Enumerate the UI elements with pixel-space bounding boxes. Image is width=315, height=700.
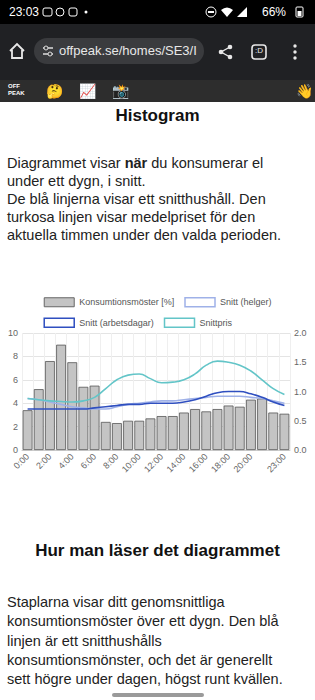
svg-text:0.0: 0.0: [294, 445, 307, 455]
svg-text:16:00: 16:00: [187, 451, 210, 474]
html-text:PEAK: PEAK: [8, 90, 25, 96]
html-text:konsumtionsmöster över ett dyg: konsumtionsmöster över ett dygn. Den blå: [7, 613, 279, 630]
svg-text:12:00: 12:00: [142, 451, 165, 474]
html-text::D: :D: [255, 46, 263, 55]
html-text:sett högre under dagen, högst: sett högre under dagen, högst runt kväll…: [7, 671, 283, 688]
html-text:OFF: OFF: [8, 83, 20, 89]
html-text:konsumtionsmönster, och det är: konsumtionsmönster, och det är generellt: [7, 651, 273, 668]
html-text:offpeak.se/homes/SE3/I: offpeak.se/homes/SE3/I: [59, 43, 197, 58]
html-text:Diagrammet visar när du konsum: Diagrammet visar när du konsumerar el: [7, 155, 264, 171]
svg-text:20:00: 20:00: [231, 451, 254, 474]
svg-text:4:00: 4:00: [56, 451, 75, 470]
svg-text:0.5: 0.5: [294, 416, 307, 426]
svg-text:2: 2: [13, 422, 18, 432]
html-text:linjen är ett snitthushålls: linjen är ett snitthushålls: [7, 632, 162, 649]
html-text:66%: 66%: [262, 5, 286, 19]
svg-text:0: 0: [13, 445, 18, 455]
svg-text:0:00: 0:00: [12, 451, 31, 470]
html-text:under ett dygn, i snitt.: under ett dygn, i snitt.: [7, 173, 146, 189]
svg-text:1.5: 1.5: [294, 357, 307, 367]
svg-text:10:00: 10:00: [120, 451, 143, 474]
svg-text:10: 10: [8, 328, 18, 338]
svg-text:Snittpris: Snittpris: [200, 318, 233, 328]
html-text:23:03: 23:03: [9, 5, 39, 19]
svg-text:18:00: 18:00: [209, 451, 232, 474]
html-text:turkosa linjen visar medelpris: turkosa linjen visar medelpriset för den: [7, 209, 256, 225]
svg-text:Konsumtionsmöster [%]: Konsumtionsmöster [%]: [79, 297, 174, 307]
svg-text:8:00: 8:00: [101, 451, 120, 470]
html-text:Histogram: Histogram: [115, 106, 200, 125]
html-text:Hur man läser det diagrammet: Hur man läser det diagrammet: [35, 541, 280, 560]
svg-text:23:00: 23:00: [265, 451, 288, 474]
html-text:De blå linjerna visar ett snit: De blå linjerna visar ett snitthushåll. …: [7, 191, 266, 207]
svg-text:6: 6: [13, 375, 18, 385]
svg-text:4: 4: [13, 398, 18, 408]
svg-text:1.0: 1.0: [294, 387, 307, 397]
svg-text:14:00: 14:00: [164, 451, 187, 474]
svg-text:2.0: 2.0: [294, 328, 307, 338]
html-text:aktuella timmen under den vald: aktuella timmen under den valda perioden…: [7, 227, 282, 243]
svg-text:Snitt (arbetsdagar): Snitt (arbetsdagar): [79, 318, 154, 328]
svg-text:Snitt (helger): Snitt (helger): [220, 297, 272, 307]
svg-text:6:00: 6:00: [79, 451, 98, 470]
svg-text:2:00: 2:00: [34, 451, 53, 470]
svg-text:8: 8: [13, 351, 18, 361]
html-text:Staplarna visar ditt genomsnit: Staplarna visar ditt genomsnittliga: [7, 594, 225, 610]
